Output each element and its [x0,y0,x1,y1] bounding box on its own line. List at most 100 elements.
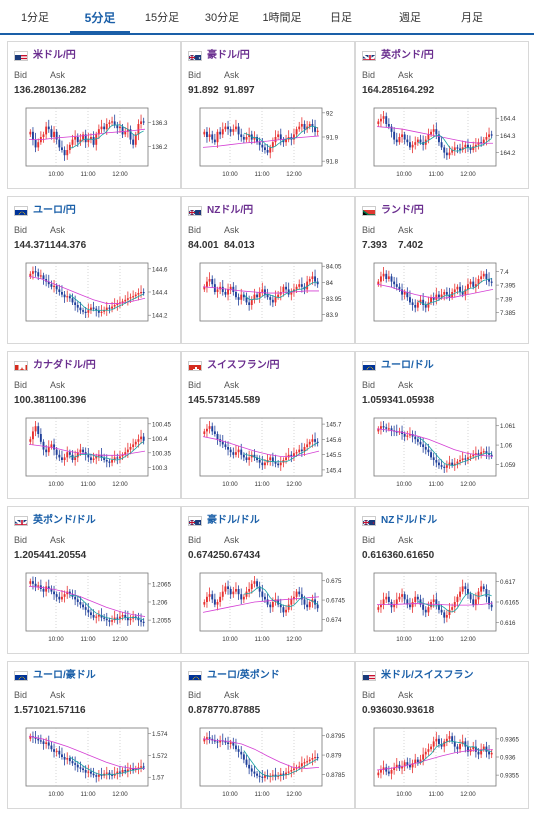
candle-body [95,775,98,777]
chart-canvas: 0.8795 0.879 0.8785 10:00 11:00 12:00 [199,727,345,798]
price-chart[interactable]: 0.617 0.6165 0.616 10:00 11:00 12:00 [356,565,530,653]
price-chart[interactable]: 0.8795 0.879 0.8785 10:00 11:00 12:00 [182,720,356,808]
candle-body [111,620,113,622]
ask-value: 144.376 [50,240,87,251]
rate-card-gbpjpy[interactable]: 英ポンド/円 Bid Ask 164.285 164.292 164.4 164.3 164.… [355,41,529,189]
rate-card-euraud[interactable]: ユーロ/豪ドル Bid Ask 1.57102 1.57116 1.574 1.572 1.5… [7,661,181,809]
pair-name-link[interactable]: 米ドル/円 [33,50,76,61]
tab-3[interactable]: 15分足 [144,12,180,24]
pair-name-link[interactable]: 豪ドル/円 [207,50,250,61]
tab-8[interactable]: 月足 [461,12,483,24]
candle-body [132,444,135,447]
tab-2[interactable]: 5分足 [70,0,130,34]
rate-card-eurgbp[interactable]: ユーロ/英ポンド Bid Ask 0.87877 0.87885 0.8795 0.879 0… [181,661,355,809]
rate-card-nzdjpy[interactable]: NZドル/円 Bid Ask 84.001 84.013 84.05 84 83.95 83.9 [181,196,355,344]
price-chart[interactable]: 100.45 100.4 100.35 100.3 10:00 11:00 12:00 [8,410,182,498]
candle-body [74,596,77,600]
pair-name-link[interactable]: ユーロ/英ポンド [207,670,280,681]
candle-body [453,463,456,466]
candle-body [298,591,301,595]
pair-name-link[interactable]: NZドル/ドル [381,515,438,526]
pair-name-link[interactable]: ユーロ/豪ドル [33,670,96,681]
tab-5[interactable]: 1時間足 [262,12,302,24]
price-chart[interactable]: 145.7 145.6 145.5 145.4 10:00 11:00 12:00 [182,410,356,498]
candle-body [416,596,419,600]
candle-body [47,742,50,746]
candle-body [82,604,84,608]
candle-body [245,591,248,597]
pair-name-link[interactable]: スイスフラン/円 [207,360,280,371]
candle-body [459,744,461,750]
candle-body [32,431,34,440]
candle-body [58,289,61,292]
pair-name-link[interactable]: 米ドル/スイスフラン [381,670,474,681]
candle-body [245,759,248,765]
pair-name-link[interactable]: NZドル/円 [207,205,254,216]
candle-body [261,776,264,778]
price-chart[interactable]: 84.05 84 83.95 83.9 [182,255,356,343]
candle-body [387,124,390,127]
candle-body [432,599,435,602]
rate-card-eurjpy[interactable]: ユーロ/円 Bid Ask 144.371 144.376 144.6 144.4 144.2 [7,196,181,344]
candle-body [461,458,464,460]
rate-card-audusd[interactable]: 豪ドル/ドル Bid Ask 0.67425 0.67434 0.675 0.6745 0.6… [181,506,355,654]
rate-card-gbpusd[interactable]: 英ポンド/ドル Bid Ask 1.20544 1.20554 1.2065 1.206 1.… [7,506,181,654]
candle-body [116,303,119,305]
candle-body [382,767,385,770]
pair-name-link[interactable]: ランド/円 [381,205,424,216]
candle-body [430,131,432,135]
pair-name-link[interactable]: カナダドル/円 [33,360,96,371]
candle-body [451,150,454,153]
rate-card-eurusd[interactable]: ユーロ/ドル Bid Ask 1.05934 1.05938 1.061 1.06 1.059… [355,351,529,499]
candle-body [416,139,419,143]
rate-card-chfjpy[interactable]: スイスフラン/円 Bid Ask 145.573 145.589 145.7 145.6 14… [181,351,355,499]
price-chart[interactable]: 1.2065 1.206 1.2055 10:00 11:00 12:00 [8,565,182,653]
price-chart[interactable]: 164.4 164.3 164.2 10:00 11:00 12:00 [356,100,530,188]
rate-card-nzdusd[interactable]: NZドル/ドル Bid Ask 0.61636 0.61650 0.617 0.6165 0.… [355,506,529,654]
pair-name-link[interactable]: 英ポンド/円 [381,50,434,61]
price-chart[interactable]: 92 91.9 91.8 10:00 11:00 12:00 [182,100,356,188]
price-chart[interactable]: 1.061 1.06 1.059 10:00 11:00 12:00 [356,410,530,498]
ask-label: Ask [398,380,414,390]
ask-value: 100.396 [50,395,87,406]
pair-name-link[interactable]: 豪ドル/ドル [207,515,260,526]
candle-body [377,428,380,432]
price-chart[interactable]: 7.4 7.395 7.39 7.385 [356,255,530,343]
candle-body [306,281,309,290]
tab-1[interactable]: 1分足 [20,12,50,24]
rate-card-usdchf[interactable]: 米ドル/スイスフラン Bid Ask 0.93603 0.93618 0.9365 0.93… [355,661,529,809]
us-flag-icon [14,51,28,61]
price-chart[interactable]: 0.675 0.6745 0.674 10:00 11:00 12:00 [182,565,356,653]
pair-name-link[interactable]: 英ポンド/ドル [33,515,96,526]
candle-body [387,428,390,430]
price-chart[interactable]: 144.6 144.4 144.2 [8,255,182,343]
price-chart[interactable]: 0.9365 0.936 0.9355 10:00 11:00 12:00 [356,720,530,808]
candle-body [29,581,32,584]
pair-name-link[interactable]: ユーロ/ドル [381,360,434,371]
candle-body [295,286,298,290]
tab-7[interactable]: 週足 [399,12,421,24]
pair-name-link[interactable]: ユーロ/円 [33,205,76,216]
y-tick-label: 1.572 [152,753,168,760]
rate-card-zarjpy[interactable]: ランド/円 Bid Ask 7.393 7.402 7.4 7.395 7.39 7.385 [355,196,529,344]
rate-card-cadjpy[interactable]: カナダドル/円 Bid Ask 100.381 100.396 100.45 100.4 10… [7,351,181,499]
candle-body [32,131,34,140]
rate-card-audjpy[interactable]: 豪ドル/円 Bid Ask 91.892 91.897 92 91.9 91.8 10:00 11… [181,41,355,189]
tab-4[interactable]: 30分足 [204,12,240,24]
candle-body [237,449,240,453]
short-average-line [69,441,144,461]
candle-body [406,292,409,298]
moving-average-line [28,586,146,617]
candle-body [430,297,432,303]
tab-6[interactable]: 日足 [330,12,352,24]
rate-card-usdjpy[interactable]: 米ドル/円 Bid Ask 136.280 136.282 136.3 136.2 10:00… [7,41,181,189]
bid-label: Bid [14,70,28,80]
y-tick-label: 92 [326,110,333,117]
candle-body [53,131,55,137]
candle-body [485,137,488,140]
candle-body [121,454,124,457]
candle-body [480,586,483,592]
price-chart[interactable]: 136.3 136.2 10:00 11:00 12:00 [8,100,182,188]
y-tick-label: 0.8785 [326,772,345,779]
price-chart[interactable]: 1.574 1.572 1.57 10:00 11:00 12:00 [8,720,182,808]
